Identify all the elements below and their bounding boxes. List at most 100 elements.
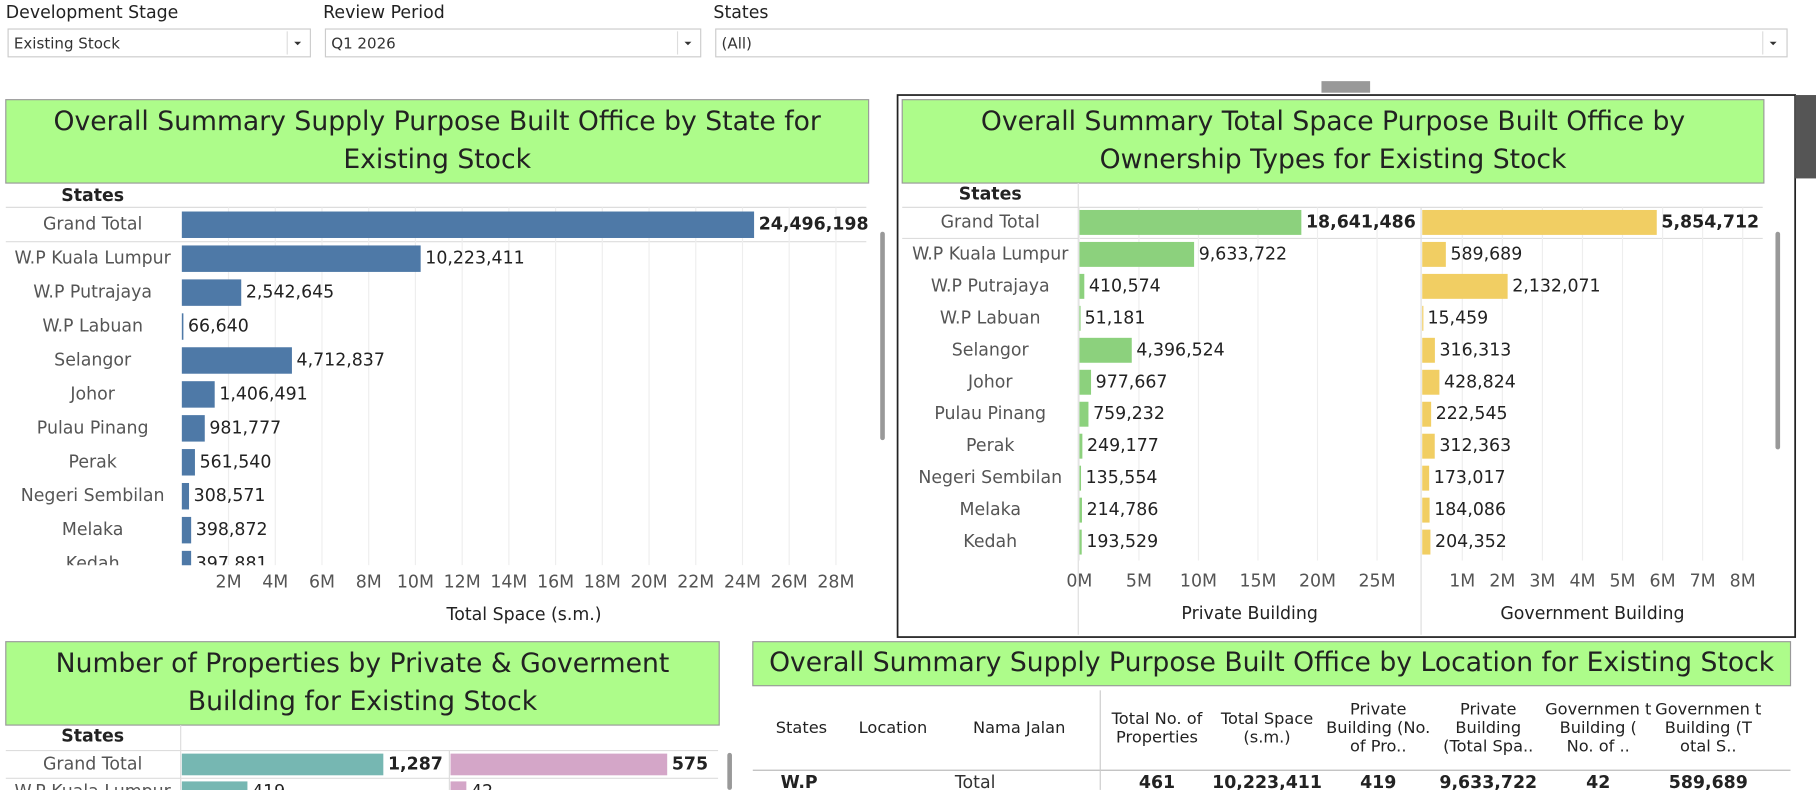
bar [181, 313, 184, 340]
category-label: Melaka [959, 500, 1021, 520]
x-tick-label: 5M [1126, 571, 1152, 591]
bar [1422, 401, 1432, 427]
value-label: 15,459 [1427, 308, 1488, 328]
category-label: Negeri Sembilan [21, 486, 165, 506]
bar [181, 753, 384, 776]
bar [181, 245, 421, 272]
category-label: W.P Labuan [42, 317, 143, 337]
column-header-box: Private Building (No. of Pro.. [1326, 701, 1430, 757]
category-label: W.P Putrajaya [33, 283, 152, 303]
value-label: 4,712,837 [297, 350, 385, 370]
column-header-box: Location [859, 719, 928, 738]
sheet-toolbar[interactable] [1795, 95, 1816, 179]
value-label: 410,574 [1089, 276, 1161, 296]
value-label: 10,223,411 [425, 249, 524, 269]
column-header-box: Total Space (s.m.) [1220, 710, 1314, 748]
column-header: Governmen t Building (T otal S.. [1655, 700, 1762, 757]
value-label: 4,396,524 [1136, 340, 1224, 360]
bar [181, 516, 192, 544]
x-tick-label: 14M [490, 573, 527, 593]
selection-frame [896, 94, 1797, 638]
bar [1079, 529, 1082, 555]
column-header: Governmen t Building ( No. of .. [1545, 700, 1652, 757]
bar [1079, 369, 1092, 395]
bar [1079, 209, 1302, 235]
value-label: 977,667 [1096, 372, 1168, 392]
chart-title: Overall Summary Supply Purpose Built Off… [53, 106, 821, 175]
title-box [5, 99, 870, 184]
category-label: W.P Kuala Lumpur [15, 782, 172, 790]
value-label: 222,545 [1436, 404, 1508, 424]
cell: 419 [1360, 773, 1396, 790]
chart-title: Overall Summary Total Space Purpose Buil… [980, 106, 1686, 175]
bar [450, 781, 467, 794]
dropdown[interactable] [7, 28, 311, 58]
category-label: Pulau Pinang [934, 404, 1046, 424]
value-label: 312,363 [1439, 436, 1511, 456]
x-tick-label: 7M [1690, 571, 1716, 591]
x-tick-label: 3M [1529, 571, 1555, 591]
scrollbar[interactable] [880, 231, 885, 441]
value-label: 1,287 [388, 754, 443, 774]
bar [181, 211, 755, 238]
filter-value: Existing Stock [14, 35, 120, 53]
filter-value: Q1 2026 [331, 35, 396, 53]
bar [1422, 529, 1431, 555]
x-tick-label: 2M [1489, 571, 1515, 591]
value-label: 428,824 [1444, 372, 1516, 392]
category-label: Kedah [66, 554, 120, 574]
category-label: Melaka [62, 520, 124, 540]
title-box [901, 99, 1765, 184]
category-label: W.P Kuala Lumpur [912, 244, 1069, 264]
bar [1422, 241, 1446, 267]
bar [181, 781, 248, 794]
value-label: 5,854,712 [1661, 212, 1759, 232]
x-tick-label: 1M [1449, 571, 1475, 591]
column-header: Total Space (s.m.) [1220, 710, 1314, 748]
value-label: 42 [471, 782, 493, 790]
value-label: 173,017 [1434, 468, 1506, 488]
plot: Grand Total W.P Kuala Lumpur W.P Putrajaya… [902, 207, 1763, 561]
x-tick-label: 25M [1359, 571, 1396, 591]
bar [181, 381, 215, 408]
filter-label: Review Period [323, 3, 445, 23]
bar [1422, 273, 1508, 299]
category-label: W.P Labuan [940, 308, 1041, 328]
cell: 461 [1139, 773, 1175, 790]
value-label: 759,232 [1093, 404, 1165, 424]
value-label: 184,086 [1434, 500, 1506, 520]
category-label: Negeri Sembilan [918, 468, 1062, 488]
dropdown[interactable] [715, 28, 1788, 58]
row-header: States [61, 186, 124, 206]
column-header-box: Total No. of Properties [1112, 710, 1203, 747]
scrollbar[interactable] [1775, 231, 1781, 450]
bar [450, 753, 668, 776]
column-header: States [775, 719, 828, 738]
table-title-box [752, 641, 1792, 687]
column-header: Nama Jalan [972, 719, 1066, 738]
title-box [5, 641, 720, 726]
cell: Total [954, 773, 996, 790]
x-tick-label: 22M [677, 573, 714, 593]
bar [181, 482, 190, 510]
category-label: Johor [967, 372, 1013, 392]
x-tick-label: 28M [817, 573, 854, 593]
scrollbar[interactable] [727, 752, 732, 790]
dropdown[interactable] [324, 28, 702, 58]
column-header-box: States [775, 719, 828, 738]
cell: 42 [1586, 773, 1610, 790]
value-label: 249,177 [1087, 436, 1159, 456]
x-tick-label: 8M [356, 573, 382, 593]
x-tick-label: 18M [584, 573, 621, 593]
filter-value: (All) [722, 35, 752, 53]
bar [1422, 369, 1440, 395]
category-label: W.P Putrajaya [931, 276, 1050, 296]
plot: Grand Total W.P Kuala Lumpur 1,287 419 575 42 [5, 753, 719, 794]
x-tick-label: 4M [262, 573, 288, 593]
bar [181, 279, 242, 306]
bar [1422, 465, 1430, 491]
category-label: Grand Total [43, 754, 142, 774]
drag-handle[interactable] [1321, 81, 1371, 93]
column-header-box: Governmen t Building (T otal S.. [1655, 700, 1762, 757]
